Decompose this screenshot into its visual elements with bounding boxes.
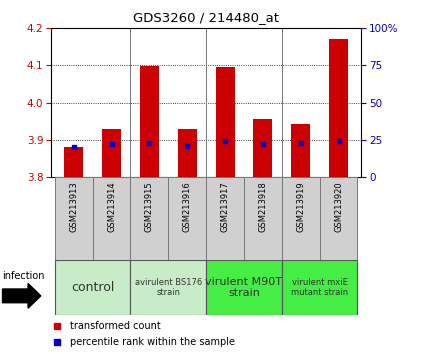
Text: GSM213913: GSM213913 [69,181,78,232]
FancyArrow shape [3,284,41,308]
Bar [64,147,83,177]
Text: GSM213916: GSM213916 [183,181,192,232]
Text: GSM213919: GSM213919 [296,181,305,232]
Bar [215,67,235,177]
Bar [329,39,348,177]
Bar [130,177,168,260]
Bar [102,129,121,177]
Bar [291,124,310,177]
Bar [253,119,272,177]
Text: GSM213917: GSM213917 [221,181,230,232]
Text: percentile rank within the sample: percentile rank within the sample [70,337,235,347]
Text: virulent M90T
strain: virulent M90T strain [205,277,283,298]
Bar [244,177,282,260]
Bar [320,177,357,260]
Bar [140,66,159,177]
Bar [282,260,357,315]
Bar [282,177,320,260]
Text: GSM213920: GSM213920 [334,181,343,232]
Bar [93,177,130,260]
Bar [206,260,282,315]
Text: virulent mxiE
mutant strain: virulent mxiE mutant strain [291,278,348,297]
Text: infection: infection [3,270,45,281]
Bar [178,129,197,177]
Bar [168,177,206,260]
Bar [130,260,206,315]
Title: GDS3260 / 214480_at: GDS3260 / 214480_at [133,11,279,24]
Text: avirulent BS176
strain: avirulent BS176 strain [135,278,202,297]
Text: GSM213918: GSM213918 [258,181,267,232]
Text: GSM213914: GSM213914 [107,181,116,232]
Bar [206,177,244,260]
Text: transformed count: transformed count [70,321,160,331]
Bar [55,260,130,315]
Text: control: control [71,281,114,294]
Text: GSM213915: GSM213915 [145,181,154,232]
Bar [55,177,93,260]
